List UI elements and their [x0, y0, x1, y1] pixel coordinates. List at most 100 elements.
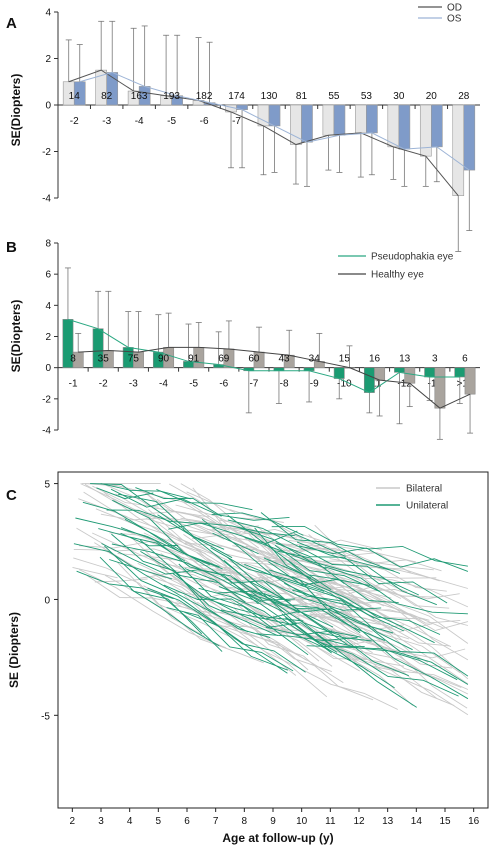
trajectory-line	[104, 545, 289, 671]
n-label: 91	[188, 354, 200, 365]
y-tick-label: -2	[42, 147, 51, 158]
legend-label: OD	[447, 3, 462, 14]
bar	[434, 367, 446, 409]
trajectory-line	[263, 538, 442, 572]
trajectory-line	[296, 634, 435, 680]
category-label: -3	[129, 379, 138, 390]
x-tick-label: 11	[325, 816, 336, 827]
n-label: 20	[426, 91, 438, 102]
n-label: 75	[128, 354, 140, 365]
trajectory-line	[124, 518, 283, 613]
n-label: 90	[158, 354, 170, 365]
bar	[363, 367, 375, 393]
trajectory-line	[117, 562, 237, 641]
category-label: -8	[280, 379, 289, 390]
bar	[454, 367, 466, 378]
n-label: 60	[248, 354, 260, 365]
y-tick-label: 2	[45, 332, 51, 343]
y-tick-label: 6	[45, 270, 51, 281]
trajectory-line	[227, 519, 437, 606]
trajectory-line	[291, 555, 440, 582]
trajectory-line	[265, 626, 333, 636]
panel-b-chart: -4-202468-1-2-3-4-5-6-7-8-9-10-11-12-13>…	[42, 239, 480, 440]
trajectory-line	[142, 490, 230, 531]
legend-label: Bilateral	[406, 484, 442, 495]
x-tick-label: 5	[156, 816, 162, 827]
n-label: 34	[309, 354, 321, 365]
trajectory-line	[111, 533, 271, 639]
bar	[333, 104, 346, 136]
trajectory-line	[120, 532, 179, 547]
trajectory-line	[175, 504, 291, 538]
y-tick-label: -2	[42, 394, 51, 405]
category-label: -4	[135, 116, 144, 127]
bar	[463, 104, 476, 171]
trajectory-line	[256, 633, 358, 642]
category-label: -7	[232, 116, 241, 127]
bar	[355, 104, 367, 134]
n-label: 6	[462, 354, 468, 365]
trend-line	[79, 71, 470, 171]
trend-line	[78, 346, 471, 409]
trajectory-line	[244, 563, 375, 619]
bar	[464, 367, 476, 395]
trajectory-line	[271, 525, 468, 567]
panel-a-chart: -4-2024-2-3-4-5-6-7-8-9-10-11-12-13>1314…	[42, 3, 480, 252]
trajectory-line	[254, 527, 319, 584]
trajectory-line	[217, 590, 291, 602]
trajectory-line	[242, 562, 445, 629]
n-label: 69	[218, 354, 230, 365]
bar	[301, 104, 313, 143]
legend-label: Healthy eye	[371, 270, 424, 281]
n-label: 182	[196, 91, 213, 102]
trajectory-line	[281, 613, 459, 697]
trajectory-line	[156, 488, 253, 511]
bar	[333, 367, 345, 379]
trajectory-line	[292, 576, 404, 632]
trajectory-line	[245, 545, 373, 633]
x-tick-label: 8	[242, 816, 248, 827]
trajectory-line	[103, 491, 169, 537]
trajectory-line	[166, 607, 294, 672]
x-tick-label: 6	[184, 816, 190, 827]
bar	[419, 104, 432, 157]
trajectory-line	[300, 576, 469, 685]
legend-label: Unilateral	[406, 501, 448, 512]
n-label: 43	[279, 354, 291, 365]
trajectory-line	[324, 566, 468, 615]
bar	[404, 367, 416, 384]
n-label: 55	[328, 91, 340, 102]
n-label: 174	[228, 91, 245, 102]
trajectory-line	[321, 638, 469, 685]
trajectory-line	[260, 512, 401, 574]
trajectory-line	[263, 593, 469, 677]
trajectory-line	[80, 483, 221, 558]
trajectory-line	[99, 556, 203, 635]
trajectory-line	[313, 567, 469, 644]
trajectory-line	[109, 559, 173, 580]
trajectory-line	[173, 604, 328, 698]
trajectory-line	[275, 542, 448, 604]
panel-b-letter: B	[6, 239, 17, 256]
trajectory-line	[159, 566, 333, 667]
trajectory-line	[120, 527, 259, 605]
x-tick-label: 2	[70, 816, 76, 827]
trajectory-line	[306, 645, 458, 681]
trajectory-line	[118, 493, 233, 559]
trajectory-line	[233, 607, 374, 701]
trajectory-line	[192, 487, 319, 583]
trajectory-line	[147, 587, 306, 673]
trajectory-line	[274, 544, 380, 592]
trajectory-line	[308, 630, 399, 653]
bar	[268, 104, 281, 127]
y-tick-label: 0	[45, 101, 51, 112]
n-label: 35	[98, 354, 110, 365]
category-label: -10	[337, 379, 352, 390]
n-label: 30	[393, 91, 405, 102]
trajectory-line	[73, 557, 206, 637]
trajectory-line	[186, 501, 323, 567]
trajectory-line	[212, 532, 259, 555]
trajectory-line	[229, 508, 284, 523]
category-label: -6	[219, 379, 228, 390]
